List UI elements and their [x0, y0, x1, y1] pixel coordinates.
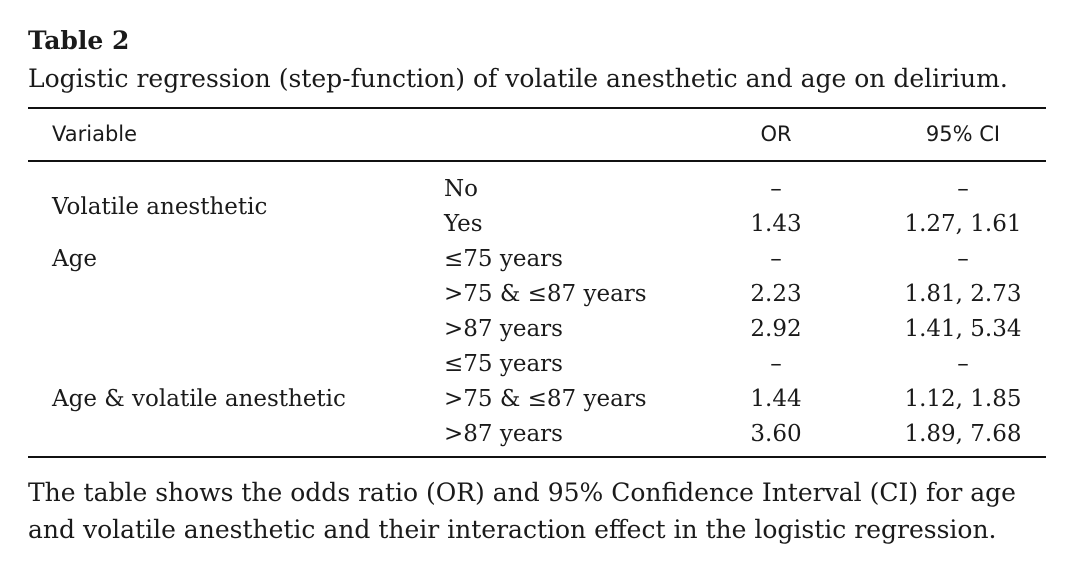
group-variable-age: Age	[52, 246, 97, 272]
row-ci: 1.12, 1.85	[904, 386, 1022, 412]
footnote-line: The table shows the odds ratio (OR) and …	[28, 478, 1016, 507]
row-level: >87 years	[444, 316, 563, 342]
row-level: >75 & ≤87 years	[444, 281, 647, 307]
group-variable-interaction: Age & volatile anesthetic	[52, 386, 346, 412]
row-ci: 1.81, 2.73	[904, 281, 1022, 307]
table-label: Table 2	[28, 26, 130, 55]
row-ci: 1.89, 7.68	[904, 421, 1022, 447]
row-or: –	[770, 351, 782, 377]
row-or: 1.44	[750, 386, 802, 412]
row-or: –	[770, 176, 782, 202]
top-rule	[28, 107, 1046, 109]
row-or: 1.43	[750, 211, 802, 237]
row-level: No	[444, 176, 478, 202]
group-variable-volatile: Volatile anesthetic	[52, 194, 268, 220]
row-level: Yes	[444, 211, 483, 237]
header-rule	[28, 160, 1046, 162]
header-variable: Variable	[52, 122, 138, 146]
row-or: 2.23	[750, 281, 802, 307]
row-level: ≤75 years	[444, 351, 563, 377]
table-footnote: The table shows the odds ratio (OR) and …	[28, 474, 1016, 548]
row-level: >87 years	[444, 421, 563, 447]
row-or: –	[770, 246, 782, 272]
footnote-line: and volatile anesthetic and their intera…	[28, 515, 997, 544]
row-or: 2.92	[750, 316, 802, 342]
row-ci: 1.27, 1.61	[904, 211, 1022, 237]
row-or: 3.60	[750, 421, 802, 447]
row-ci: –	[957, 351, 969, 377]
header-or: OR	[760, 122, 792, 146]
row-ci: –	[957, 246, 969, 272]
row-level: ≤75 years	[444, 246, 563, 272]
row-level: >75 & ≤87 years	[444, 386, 647, 412]
bottom-rule	[28, 456, 1046, 458]
header-ci: 95% CI	[925, 122, 1001, 146]
table-caption: Logistic regression (step-function) of v…	[28, 64, 1008, 93]
row-ci: –	[957, 176, 969, 202]
row-ci: 1.41, 5.34	[904, 316, 1022, 342]
